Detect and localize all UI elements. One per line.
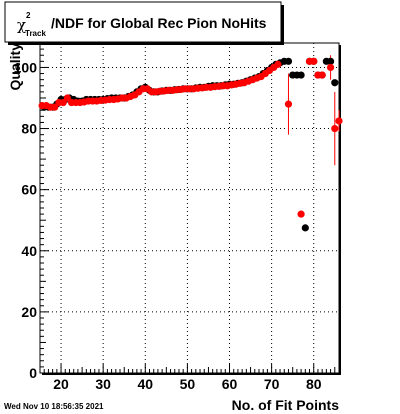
x-tick-label: 60 <box>222 376 238 392</box>
y-tick-label: 0 <box>29 365 37 381</box>
x-tick-label: 70 <box>264 376 280 392</box>
data-point <box>335 117 343 125</box>
x-axis-title: No. of Fit Points <box>232 397 340 413</box>
data-point <box>284 100 293 108</box>
x-tick-label: 80 <box>306 376 322 392</box>
data-point <box>297 71 305 79</box>
plot-area <box>39 42 340 374</box>
timestamp: Wed Nov 10 18:56:35 2021 <box>4 402 104 411</box>
data-point <box>284 57 293 65</box>
data-point <box>326 63 335 72</box>
data-point <box>301 224 309 232</box>
x-tick-label: 30 <box>95 376 111 392</box>
x-tick-label: 50 <box>180 376 196 392</box>
data-point <box>318 71 326 79</box>
data-point <box>331 79 339 87</box>
chart-title: /NDF for Global Rec Pion NoHits <box>51 15 267 31</box>
data-point <box>310 57 318 65</box>
x-tick-label: 40 <box>137 376 153 392</box>
data-point <box>331 124 339 133</box>
y-tick-label: 20 <box>21 304 37 320</box>
title-superscript: 2 <box>26 11 31 20</box>
y-tick-labels: 0 20 40 60 80 100 <box>14 59 38 381</box>
title-subscript: Track <box>25 29 46 38</box>
data-point <box>63 94 71 102</box>
y-tick-label: 80 <box>21 121 37 137</box>
series-red-points <box>38 57 343 218</box>
x-tick-labels: 20 30 40 50 60 70 80 <box>53 376 321 392</box>
data-point <box>59 98 67 107</box>
y-tick-label: 100 <box>14 59 38 75</box>
title-box <box>4 1 282 43</box>
y-axis-title: Quality <box>7 43 23 91</box>
data-point <box>297 210 305 218</box>
y-tick-label: 60 <box>21 182 37 198</box>
data-point <box>51 103 59 111</box>
data-point <box>274 60 282 68</box>
data-point <box>326 57 335 65</box>
title-chi-symbol: χ <box>17 16 26 34</box>
x-tick-label: 20 <box>53 376 69 392</box>
y-tick-label: 40 <box>21 243 37 259</box>
